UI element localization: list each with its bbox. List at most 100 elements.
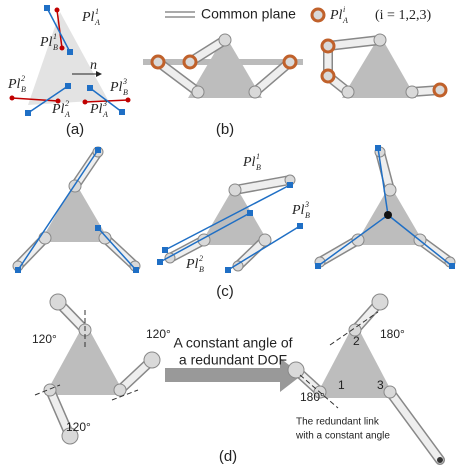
joint: [249, 86, 261, 98]
text: a redundant DOF: [179, 352, 287, 368]
label-sub: B: [53, 43, 58, 52]
label-base: Pl: [329, 8, 343, 23]
label-sub: B: [123, 88, 128, 97]
label-sup: 3: [122, 77, 127, 86]
plane-b-marker: [25, 110, 31, 116]
label-base: Pl: [51, 102, 65, 117]
label-base: Pl: [242, 155, 256, 170]
label-sub: A: [102, 110, 108, 119]
plane-b-marker: [119, 109, 125, 115]
caption: (b): [216, 121, 234, 138]
label-base: Pl: [39, 35, 53, 50]
plane-b-marker: [449, 263, 455, 269]
plane-b-marker: [247, 210, 253, 216]
normal-arrow: [96, 71, 102, 77]
label-sub: A: [342, 16, 348, 25]
plane-b-line: [98, 228, 136, 270]
plane-a-joint: [152, 56, 164, 68]
text: 2: [353, 334, 360, 348]
plane-a-joint: [184, 56, 196, 68]
plane-b-marker: [133, 267, 139, 273]
joint: [219, 34, 231, 46]
joint: [288, 362, 304, 378]
label-sup: i: [343, 5, 345, 14]
plane-b-marker: [15, 267, 21, 273]
plane-a-marker: [55, 8, 60, 13]
label-sup: 1: [53, 32, 57, 41]
legend-range: (i = 1,2,3): [375, 8, 431, 23]
label-sup: 2: [199, 254, 203, 263]
legend-plane-label: Common plane: [201, 6, 296, 22]
text: 120°: [146, 327, 171, 341]
plane-a-joint: [322, 40, 334, 52]
text: 180°: [380, 327, 405, 341]
center-point: [384, 211, 392, 219]
label-sup: 2: [21, 74, 25, 83]
arrow-body: [165, 368, 280, 382]
joint: [192, 86, 204, 98]
text: 120°: [32, 332, 57, 346]
label-sub: B: [21, 85, 26, 94]
text: A constant angle of: [173, 335, 292, 351]
plane-b-marker: [157, 259, 163, 265]
joint: [39, 232, 51, 244]
text: with a constant angle: [295, 431, 390, 442]
joint: [372, 294, 388, 310]
label-sub: A: [94, 18, 100, 27]
label-sup: 3: [304, 200, 309, 209]
legend-pl-icon: [312, 9, 324, 21]
plane-b-marker: [87, 85, 93, 91]
label-sup: 1: [256, 152, 260, 161]
joint: [384, 184, 396, 196]
label-base: Pl: [81, 10, 95, 25]
label-base: Pl: [185, 257, 199, 272]
plane-b-marker: [287, 182, 293, 188]
joint: [144, 352, 160, 368]
label-sub: B: [199, 265, 204, 274]
label-sub: B: [256, 163, 261, 172]
joint: [50, 294, 66, 310]
plane-a-joint: [322, 70, 334, 82]
plane-a-marker: [126, 98, 131, 103]
label-sub: A: [64, 110, 70, 119]
label-sup: 1: [95, 7, 99, 16]
joint: [374, 34, 386, 46]
plane-b-marker: [44, 5, 50, 11]
plane-a-marker: [83, 100, 88, 105]
plane-a-joint: [434, 84, 446, 96]
text: 3: [377, 378, 384, 392]
label-base: Pl: [89, 102, 103, 117]
label-sup: 2: [65, 99, 69, 108]
joint: [114, 384, 126, 396]
label-base: Pl: [291, 203, 305, 218]
joint: [44, 384, 56, 396]
plane-a-joint: [284, 56, 296, 68]
plane-b-marker: [95, 147, 101, 153]
joint: [229, 184, 241, 196]
plane-b-marker: [162, 247, 168, 253]
caption: (c): [216, 283, 234, 300]
plane-b-marker: [375, 145, 381, 151]
joint: [384, 386, 396, 398]
link: [390, 392, 440, 460]
joint: [99, 232, 111, 244]
plane-a-marker: [60, 46, 65, 51]
figure: Common plane (i = 1,2,3) (a) n (b) (c) (…: [0, 0, 458, 466]
text: The redundant link: [296, 417, 380, 428]
plane-b-marker: [65, 83, 71, 89]
label-sub: B: [305, 211, 310, 220]
plane-a-marker: [10, 96, 15, 101]
label-base: Pl: [109, 80, 123, 95]
text: 1: [338, 378, 345, 392]
joint: [342, 86, 354, 98]
link-end: [437, 457, 443, 463]
label-sup: 3: [102, 99, 107, 108]
plane-b-marker: [297, 223, 303, 229]
text: 180°: [300, 390, 325, 404]
label-base: Pl: [7, 77, 21, 92]
plane-b-marker: [95, 225, 101, 231]
caption: (a): [66, 121, 84, 138]
plane-b-marker: [67, 49, 73, 55]
text: 120°: [66, 420, 91, 434]
plane-b-marker: [225, 267, 231, 273]
